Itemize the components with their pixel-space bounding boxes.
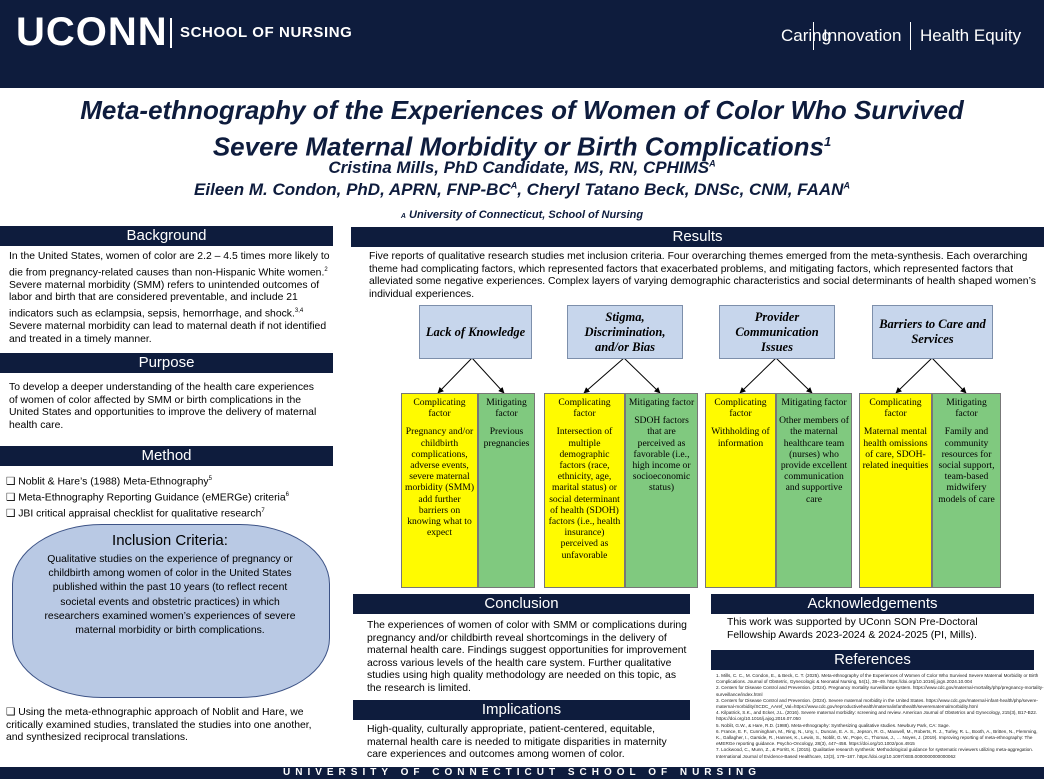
results-intro: Five reports of qualitative research stu… [369,251,1036,300]
theme-stigma-discrimination-bias: Stigma, Discrimination, and/or Bias [567,305,683,359]
author-line2: Eileen M. Condon, PhD, APRN, FNP-BCA, Ch… [194,180,850,199]
theme-lack-of-knowledge: Lack of Knowledge [419,305,532,359]
acknowledgements-text: This work was supported by UConn SON Pre… [727,617,978,641]
implications-heading: Implications [353,700,690,720]
arrow-line [895,357,933,394]
affiliation: A University of Connecticut, School of N… [400,209,644,221]
method-list: ❑ Noblit & Hare’s (1988) Meta-Ethnograph… [6,473,332,521]
complicating-factor-box: Complicating factor Pregnancy and/or chil… [401,393,478,588]
method-item: ❑ JBI critical appraisal checklist for q… [6,508,265,520]
background-heading: Background [0,226,333,246]
tagline-health-equity: Health Equity [920,26,1022,45]
reference-item: 7. Lockwood, C., Munn, Z., & Porritt, K.… [716,747,1034,759]
references-list: 1. Mills, C. C., M. Condon, E., & Beck, … [716,673,1044,760]
poster-title-line1: Meta-ethnography of the Experiences of W… [80,95,964,125]
reference-item: 5. Noblit, G.W., & Hare, R.D. (1988). Me… [716,722,950,728]
references-heading: References [711,650,1034,670]
arrow-line [775,357,813,394]
reference-item: 4. Kilpatrick, S.K., and Ecker, J.L. (20… [716,710,1038,722]
complicating-factor-box: Complicating factor Maternal mental healt… [859,393,932,588]
arrow-line [931,357,967,394]
implications-text: High-quality, culturally appropriate, pa… [367,724,667,761]
tagline-divider [910,22,911,50]
theme-barriers-to-care: Barriers to Care and Services [872,305,993,359]
checkbox-icon: ❑ [6,508,16,520]
checkbox-icon: ❑ [6,492,16,504]
mitigating-factor-box: Mitigating factor Other members of the ma… [776,393,852,588]
arrow-line [437,357,473,394]
arrow-line [739,357,777,394]
theme-provider-communication: Provider Communication Issues [719,305,835,359]
logo-divider [170,18,172,48]
mitigating-factor-box: Mitigating factor SDOH factors that are p… [625,393,698,588]
reference-item: 2. Centers for Disease Control and Preve… [716,685,1044,697]
checkbox-icon: ❑ [6,476,16,488]
tagline-innovation: Innovation [823,26,902,45]
method-heading: Method [0,446,333,466]
school-name: SCHOOL OF NURSING [180,24,353,41]
reference-item: 1. Mills, C. C., M. Condon, E., & Beck, … [716,673,1039,685]
uconn-logo: UCONN [16,10,168,54]
footer-bar: UNIVERSITY OF CONNECTICUT SCHOOL OF NURS… [0,767,1044,779]
arrow-line [623,357,661,394]
results-heading: Results [351,227,1044,247]
tagline-caring: Caring [781,26,832,45]
checkbox-icon: ❑ [6,707,16,718]
method-item: ❑ Noblit & Hare’s (1988) Meta-Ethnograph… [6,476,212,488]
author-line1: Cristina Mills, PhD Candidate, MS, RN, C… [328,158,716,177]
poster-title-line2: Severe Maternal Morbidity or Birth Compl… [212,131,832,162]
conclusion-heading: Conclusion [353,594,690,614]
inclusion-criteria-cloud [12,524,330,698]
reference-item: 6. France, E. F., Cunningham, M., Ring, … [716,728,1038,747]
inclusion-criteria-text: Qualitative studies on the experience of… [44,554,296,637]
mitigating-factor-box: Mitigating factor Previous pregnancies [478,393,535,588]
method-item: ❑ Meta-Ethnography Reporting Guidance (e… [6,492,289,504]
mitigating-factor-box: Mitigating factor Family and community re… [932,393,1001,588]
background-text: In the United States, women of color are… [9,251,330,345]
method-final-item: ❑ Using the meta-ethnographic approach o… [6,707,312,744]
complicating-factor-box: Complicating factor Withholding of inform… [705,393,776,588]
arrow-line [583,357,625,394]
header-bar [0,0,1044,88]
arrow-line [471,357,505,394]
complicating-factor-box: Complicating factor Intersection of multi… [544,393,625,588]
reference-item: 3. Centers for Disease Control and Preve… [716,697,1038,710]
purpose-text: To develop a deeper understanding of the… [9,382,317,431]
acknowledgements-heading: Acknowledgements [711,594,1034,614]
conclusion-text: The experiences of women of color with S… [367,620,687,694]
tagline-divider [813,22,814,50]
inclusion-criteria-title: Inclusion Criteria: [112,532,228,549]
purpose-heading: Purpose [0,353,333,373]
